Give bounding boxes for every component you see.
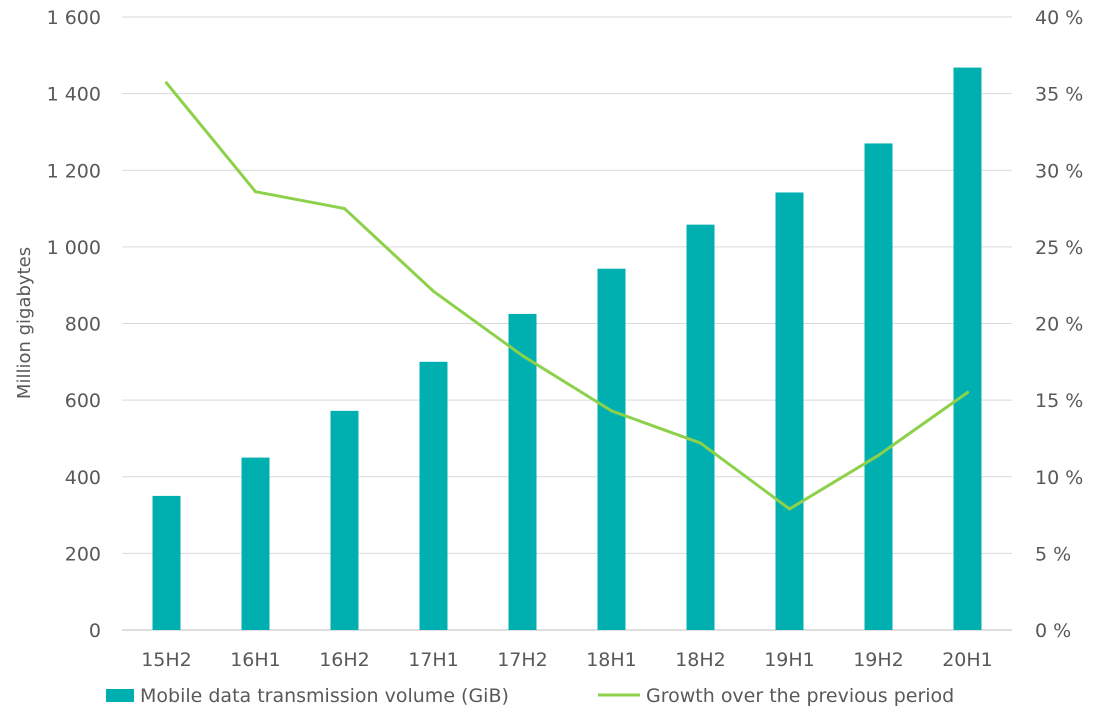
- growth-point: [165, 81, 168, 85]
- bar: [330, 410, 359, 630]
- right-tick-label: 10 %: [1035, 467, 1083, 489]
- bar: [419, 361, 448, 630]
- line-series-growth: [165, 81, 969, 511]
- left-tick-label: 200: [65, 543, 101, 565]
- x-tick-label: 19H1: [764, 649, 815, 671]
- x-tick-label: 15H2: [141, 649, 192, 671]
- right-tick-label: 20 %: [1035, 314, 1083, 336]
- right-tick-label: 5 %: [1035, 543, 1071, 565]
- left-tick-label: 1 200: [47, 160, 101, 182]
- x-tick-label: 20H1: [942, 649, 993, 671]
- right-tick-label: 30 %: [1035, 160, 1083, 182]
- x-axis-ticks: 15H2 16H1 16H2 17H1 17H2 18H1 18H2 19H1 19H2 20H1: [141, 649, 993, 671]
- left-axis-ticks: 0 200 400 600 800 1 000 1 200 1 400 1 600: [47, 7, 101, 642]
- x-tick-label: 16H2: [319, 649, 370, 671]
- left-tick-label: 800: [65, 314, 101, 336]
- bar: [508, 313, 537, 630]
- bar: [686, 224, 715, 630]
- bar: [597, 268, 626, 630]
- right-axis-ticks: 0 % 5 % 10 % 15 % 20 % 25 % 30 % 35 % 40 %: [1035, 7, 1083, 642]
- x-tick-label: 18H2: [675, 649, 726, 671]
- growth-point: [966, 390, 969, 394]
- right-tick-label: 40 %: [1035, 7, 1083, 29]
- x-tick-label: 19H2: [853, 649, 904, 671]
- growth-point: [254, 190, 257, 194]
- growth-line: [165, 81, 969, 511]
- legend-line-label: Growth over the previous period: [646, 685, 954, 707]
- legend: Mobile data transmission volume (GiB) Gr…: [106, 685, 954, 707]
- left-tick-label: 400: [65, 467, 101, 489]
- growth-point: [343, 207, 346, 211]
- bar: [241, 457, 270, 630]
- growth-point: [432, 289, 435, 293]
- left-tick-label: 1 000: [47, 237, 101, 259]
- legend-bar-label: Mobile data transmission volume (GiB): [140, 685, 509, 707]
- right-tick-label: 35 %: [1035, 84, 1083, 106]
- x-tick-label: 17H1: [408, 649, 459, 671]
- growth-point: [877, 453, 880, 457]
- x-tick-label: 16H1: [230, 649, 281, 671]
- growth-point: [610, 409, 613, 413]
- x-tick-label: 18H1: [586, 649, 637, 671]
- left-tick-label: 0: [89, 620, 101, 642]
- left-axis-title: Million gigabytes: [14, 247, 35, 399]
- left-tick-label: 1 400: [47, 84, 101, 106]
- gridlines: [122, 16, 1012, 631]
- left-tick-label: 600: [65, 390, 101, 412]
- left-tick-label: 1 600: [47, 7, 101, 29]
- bar: [953, 67, 982, 630]
- right-tick-label: 0 %: [1035, 620, 1071, 642]
- bar-series-data-volume: [152, 67, 982, 630]
- x-tick-label: 17H2: [497, 649, 548, 671]
- right-tick-label: 15 %: [1035, 390, 1083, 412]
- legend-bar-swatch: [106, 689, 134, 702]
- growth-point: [521, 354, 524, 358]
- bar: [864, 143, 893, 630]
- bar: [152, 495, 181, 630]
- bar: [775, 192, 804, 630]
- growth-point: [788, 507, 791, 511]
- growth-point: [699, 441, 702, 445]
- right-tick-label: 25 %: [1035, 237, 1083, 259]
